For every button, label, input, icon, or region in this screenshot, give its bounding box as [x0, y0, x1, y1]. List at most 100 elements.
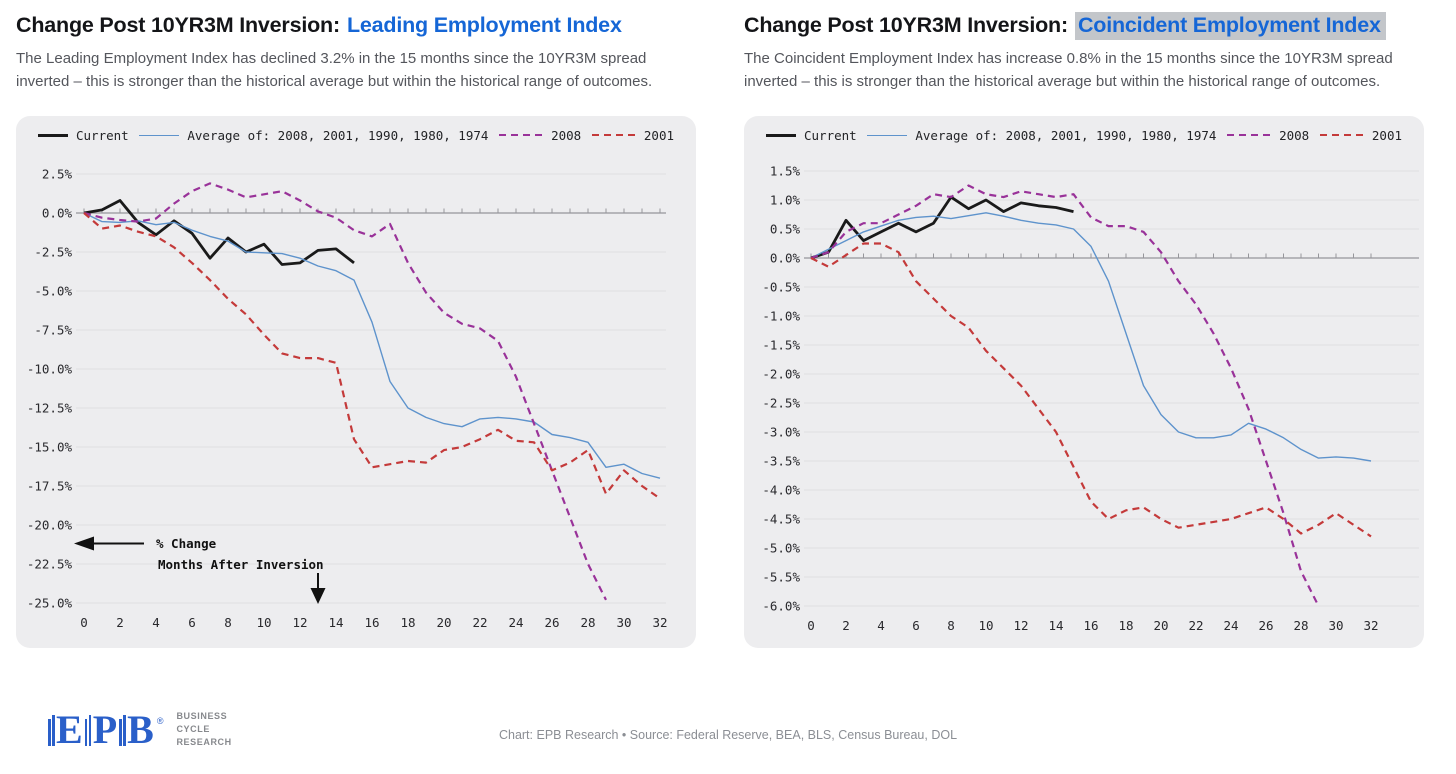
- logo-tagline: BUSINESS CYCLE RESEARCH: [176, 711, 232, 748]
- legend-line-sample: [499, 134, 544, 137]
- chart-card-coincident: Current Average of: 2008, 2001, 1990, 198…: [744, 115, 1424, 648]
- svg-text:-2.5%: -2.5%: [34, 244, 72, 259]
- svg-text:32: 32: [652, 615, 667, 630]
- zero-axis: [76, 208, 666, 214]
- svg-text:4: 4: [152, 615, 160, 630]
- svg-text:-5.0%: -5.0%: [762, 540, 800, 555]
- svg-text:-4.5%: -4.5%: [762, 511, 800, 526]
- legend-label: 2001: [1371, 127, 1402, 143]
- svg-text:14: 14: [1048, 618, 1063, 633]
- svg-text:-2.5%: -2.5%: [762, 395, 800, 410]
- line-chart: 2.5% 0.0% -2.5% -5.0% -7.5% -10.0% -12.5% -15.0…: [27, 166, 668, 630]
- svg-text:0.0%: 0.0%: [42, 205, 73, 220]
- chart-card-leading: Current Average of: 2008, 2001, 1990, 198…: [16, 115, 696, 648]
- svg-text:Months After Inversion: Months After Inversion: [158, 557, 324, 572]
- chart-legend: Current Average of: 2008, 2001, 1990, 198…: [744, 128, 1424, 143]
- svg-text:-5.5%: -5.5%: [762, 569, 800, 584]
- subtitle: The Leading Employment Index has decline…: [16, 49, 653, 90]
- legend-line-sample: [591, 134, 636, 137]
- svg-text:-17.5%: -17.5%: [27, 478, 73, 493]
- footer: E P B ® BUSINESS CYCLE RESEARCH Chart: E…: [0, 700, 1456, 774]
- series-average-of-2008-2001-1990-1980-1974: [83, 212, 661, 479]
- svg-text:12: 12: [292, 615, 307, 630]
- legend-label: Current: [76, 127, 129, 143]
- legend-item: Average of: 2008, 2001, 1990, 1980, 1974: [867, 128, 1216, 143]
- svg-text:28: 28: [580, 615, 595, 630]
- legend-label: 2008: [1279, 127, 1310, 143]
- series-2001: [83, 211, 661, 500]
- legend-line-sample: [1319, 134, 1364, 137]
- svg-text:10: 10: [256, 615, 271, 630]
- svg-text:-10.0%: -10.0%: [27, 361, 73, 376]
- legend-line-sample: [139, 134, 180, 136]
- legend-item: 2008: [499, 128, 581, 143]
- series-current: [810, 195, 1074, 260]
- gridlines: 2.5% 0.0% -2.5% -5.0% -7.5% -10.0% -12.5% -15.0…: [27, 166, 666, 610]
- svg-text:-1.0%: -1.0%: [762, 308, 800, 323]
- legend-line-sample: [1227, 134, 1272, 137]
- panel-leading: Change Post 10YR3M Inversion: Leading Emp…: [0, 0, 728, 648]
- svg-text:14: 14: [328, 615, 343, 630]
- svg-text:-3.5%: -3.5%: [762, 453, 800, 468]
- svg-text:-12.5%: -12.5%: [27, 400, 73, 415]
- svg-text:32: 32: [1363, 618, 1378, 633]
- series-current: [83, 198, 355, 266]
- svg-text:-15.0%: -15.0%: [27, 439, 73, 454]
- svg-text:-5.0%: -5.0%: [34, 283, 72, 298]
- credit-text: Chart: EPB Research • Source: Federal Re…: [498, 728, 958, 742]
- gridlines: 1.5% 1.0% 0.5% 0.0% -0.5% -1.0% -1.5% -2.0% -2.5…: [762, 163, 1419, 613]
- svg-text:22: 22: [1188, 618, 1203, 633]
- registered-mark: ®: [156, 715, 164, 726]
- series-2008: [810, 184, 1320, 607]
- epb-logo: E P B ® BUSINESS CYCLE RESEARCH: [48, 709, 232, 749]
- title-emphasis: Coincident Employment Index: [1074, 12, 1386, 40]
- svg-text:-20.0%: -20.0%: [27, 517, 73, 532]
- svg-text:1.0%: 1.0%: [770, 192, 801, 207]
- svg-text:-25.0%: -25.0%: [27, 595, 73, 610]
- epb-logo-letters: E P B ®: [48, 709, 164, 749]
- legend-item: 2008: [1227, 128, 1309, 143]
- svg-text:16: 16: [1083, 618, 1098, 633]
- svg-text:-1.5%: -1.5%: [762, 337, 800, 352]
- svg-text:-2.0%: -2.0%: [762, 366, 800, 381]
- legend-label: 2008: [551, 127, 582, 143]
- svg-text:0.0%: 0.0%: [770, 250, 801, 265]
- svg-text:6: 6: [912, 618, 920, 633]
- axis-annotations: % Change Months After Inversion: [74, 536, 326, 604]
- title-prefix: Change Post 10YR3M Inversion:: [744, 13, 1068, 37]
- svg-text:6: 6: [188, 615, 196, 630]
- svg-text:-22.5%: -22.5%: [27, 556, 73, 571]
- svg-text:-3.0%: -3.0%: [762, 424, 800, 439]
- svg-text:28: 28: [1293, 618, 1308, 633]
- svg-text:20: 20: [1153, 618, 1168, 633]
- page-title: Change Post 10YR3M Inversion: Leading Emp…: [16, 12, 696, 39]
- svg-text:4: 4: [877, 618, 885, 633]
- svg-text:0.5%: 0.5%: [770, 221, 801, 236]
- svg-text:2: 2: [116, 615, 124, 630]
- svg-text:2.5%: 2.5%: [42, 166, 73, 181]
- svg-text:18: 18: [400, 615, 415, 630]
- legend-item: Current: [766, 128, 857, 143]
- svg-text:-0.5%: -0.5%: [762, 279, 800, 294]
- svg-text:-4.0%: -4.0%: [762, 482, 800, 497]
- svg-text:20: 20: [436, 615, 451, 630]
- svg-text:24: 24: [1223, 618, 1238, 633]
- svg-text:12: 12: [1013, 618, 1028, 633]
- legend-line-sample: [766, 133, 796, 137]
- legend-label: Average of: 2008, 2001, 1990, 1980, 1974: [915, 127, 1217, 143]
- svg-text:-6.0%: -6.0%: [762, 598, 800, 613]
- subtitle: The Coincident Employment Index has incr…: [744, 49, 1393, 90]
- legend-label: 2001: [643, 127, 674, 143]
- legend-label: Average of: 2008, 2001, 1990, 1980, 1974: [187, 127, 489, 143]
- svg-text:30: 30: [616, 615, 631, 630]
- svg-text:% Change: % Change: [156, 536, 217, 551]
- svg-text:1.5%: 1.5%: [770, 163, 801, 178]
- svg-text:26: 26: [1258, 618, 1273, 633]
- title-prefix: Change Post 10YR3M Inversion:: [16, 13, 340, 37]
- svg-text:16: 16: [364, 615, 379, 630]
- svg-text:30: 30: [1328, 618, 1343, 633]
- line-chart: 1.5% 1.0% 0.5% 0.0% -0.5% -1.0% -1.5% -2.0% -2.5…: [762, 163, 1419, 633]
- chart-columns: Change Post 10YR3M Inversion: Leading Emp…: [0, 0, 1424, 648]
- series-2001: [810, 242, 1372, 538]
